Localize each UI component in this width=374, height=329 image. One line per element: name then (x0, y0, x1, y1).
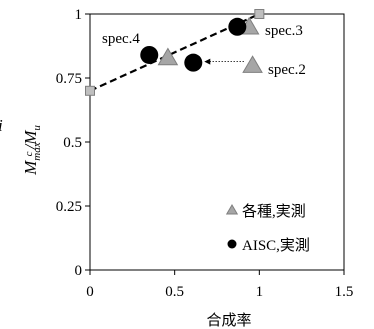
plot-area (89, 13, 345, 271)
y-axis-title-m2: M (21, 130, 40, 146)
y-axis-title-sub-c: c (23, 151, 35, 156)
circle-point (228, 17, 247, 36)
y-tick-label: 0.5 (63, 135, 82, 151)
annotation-spec3: spec.3 (265, 23, 303, 39)
x-axis-title: 合成率 (206, 311, 251, 329)
annotation-spec4: spec.4 (102, 31, 140, 47)
circle-series (140, 17, 247, 72)
y-tick-label: 1 (75, 7, 83, 23)
x-tick-label: 1 (256, 284, 264, 300)
y-axis-ticks: 0 0.25 0.5 0.75 1 (56, 7, 90, 279)
triangle-point (157, 47, 179, 66)
x-axis-ticks: 0 0.5 1 1.5 (86, 270, 353, 300)
y-axis-title-sub-u: u (31, 125, 43, 131)
legend-marker-triangle (225, 204, 239, 215)
x-tick-label: 1.5 (335, 284, 354, 300)
trend-square-point (85, 85, 95, 96)
legend-label-circle: AISC,実測 (242, 237, 310, 254)
y-axis-title-fragment: i (0, 116, 3, 135)
y-axis-title-slash: / (21, 143, 40, 151)
y-axis-title: Mmaxc/Mu (21, 125, 43, 176)
y-tick-label: 0.75 (56, 71, 82, 87)
y-axis-title-sub-max: max (31, 142, 43, 160)
x-tick-label: 0 (86, 284, 94, 300)
legend: 各種,実測 AISC,実測 (225, 203, 310, 254)
x-tick-label: 0.5 (165, 284, 184, 300)
legend-marker-circle (227, 239, 237, 249)
svg-text:Mmaxc/Mu: Mmaxc/Mu (21, 125, 43, 176)
trend-square-point (254, 9, 265, 19)
circle-point (140, 45, 159, 64)
annotations: spec.4 spec.3 spec.2 (102, 23, 306, 78)
legend-label-triangle: 各種,実測 (242, 203, 306, 220)
y-tick-label: 0.25 (56, 199, 82, 215)
annotation-spec2: spec.2 (268, 62, 306, 78)
circle-point (184, 53, 203, 72)
y-tick-label: 0 (75, 263, 83, 279)
triangle-point (242, 55, 263, 73)
annotation-arrowhead (204, 58, 211, 65)
y-axis-title-m: M (21, 160, 40, 176)
